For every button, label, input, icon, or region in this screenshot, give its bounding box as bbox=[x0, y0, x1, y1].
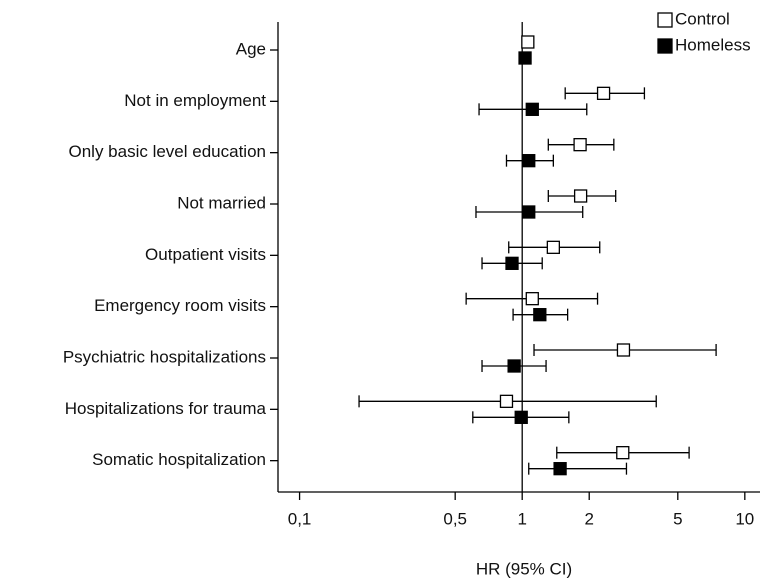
x-tick-label: 0,1 bbox=[288, 509, 312, 528]
category-label: Somatic hospitalization bbox=[92, 450, 266, 469]
point bbox=[553, 462, 567, 476]
legend-swatch bbox=[657, 12, 673, 28]
x-tick-label: 10 bbox=[735, 509, 754, 528]
point bbox=[525, 102, 539, 116]
point bbox=[616, 343, 631, 357]
legend-label: Control bbox=[675, 9, 730, 28]
legend-label: Homeless bbox=[675, 35, 751, 54]
point bbox=[522, 205, 536, 219]
legend-swatch bbox=[657, 38, 673, 54]
category-label: Age bbox=[236, 39, 266, 58]
x-axis-label: HR (95% CI) bbox=[476, 559, 572, 578]
category-label: Not in employment bbox=[124, 91, 266, 110]
point bbox=[521, 35, 535, 49]
category-label: Not married bbox=[177, 193, 266, 212]
point bbox=[514, 410, 528, 424]
category-label: Psychiatric hospitalizations bbox=[63, 347, 266, 366]
point bbox=[573, 189, 588, 203]
category-label: Emergency room visits bbox=[94, 296, 266, 315]
point bbox=[507, 359, 521, 373]
x-tick-label: 0,5 bbox=[443, 509, 467, 528]
point bbox=[573, 138, 587, 152]
point bbox=[525, 292, 539, 306]
point bbox=[505, 256, 519, 270]
x-tick-label: 2 bbox=[584, 509, 593, 528]
x-tick-label: 1 bbox=[517, 509, 526, 528]
category-label: Hospitalizations for trauma bbox=[65, 399, 267, 418]
point bbox=[546, 240, 560, 254]
point bbox=[596, 86, 611, 100]
point bbox=[518, 51, 532, 65]
category-label: Only basic level education bbox=[68, 142, 266, 161]
point bbox=[522, 154, 536, 168]
point bbox=[499, 394, 514, 408]
point bbox=[533, 308, 547, 322]
x-tick-label: 5 bbox=[673, 509, 682, 528]
category-label: Outpatient visits bbox=[145, 245, 266, 264]
point bbox=[616, 446, 630, 460]
